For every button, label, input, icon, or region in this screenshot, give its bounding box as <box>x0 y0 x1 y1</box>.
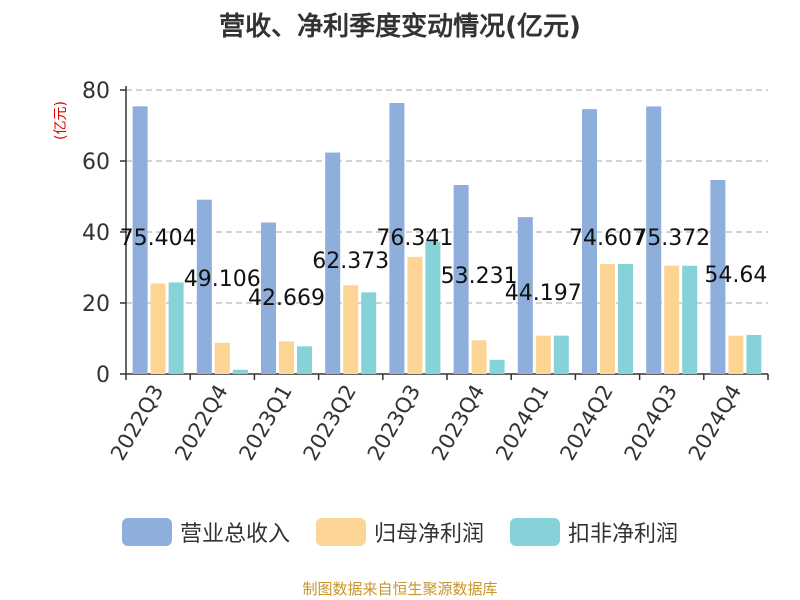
bar-revenue <box>196 199 212 374</box>
y-tick-label: 60 <box>82 150 110 175</box>
y-tick-label: 20 <box>82 292 110 317</box>
x-tick-label: 2023Q2 <box>299 381 361 465</box>
bar-net-profit <box>150 283 166 374</box>
bar-deducted-net-profit <box>168 282 184 374</box>
bar-revenue <box>389 102 405 375</box>
bar-net-profit <box>600 263 615 374</box>
data-label: 49.106 <box>184 267 261 292</box>
legend-swatch-net-profit <box>315 518 366 546</box>
bar-net-profit <box>214 342 230 374</box>
x-tick-label: 2022Q4 <box>170 381 232 465</box>
data-label: 76.341 <box>376 226 453 251</box>
bar-net-profit <box>664 265 680 374</box>
bar-deducted-net-profit <box>297 346 312 374</box>
bar-deducted-net-profit <box>746 334 762 374</box>
legend-label-net-profit: 归母净利润 <box>373 522 484 547</box>
bar-deducted-net-profit <box>425 241 441 374</box>
bar-deducted-net-profit <box>682 265 698 374</box>
legend: 营业总收入 归母净利润 扣非净利润 <box>0 516 800 548</box>
x-tick-label: 2023Q3 <box>363 381 425 465</box>
data-label: 53.231 <box>441 264 518 289</box>
bar-revenue <box>132 106 148 375</box>
data-label: 54.64 <box>704 263 767 288</box>
bar-net-profit <box>407 256 423 374</box>
data-label: 42.669 <box>248 286 325 311</box>
bar-deducted-net-profit <box>232 369 248 374</box>
bar-net-profit <box>471 340 487 374</box>
legend-item-deducted-net-profit[interactable]: 扣非净利润 <box>510 516 678 548</box>
x-tick-label: 2024Q2 <box>555 381 617 465</box>
x-tick-label: 2023Q4 <box>427 380 489 464</box>
bar-net-profit <box>279 341 294 374</box>
bar-revenue <box>261 222 276 374</box>
x-tick-label: 2024Q1 <box>491 381 553 465</box>
legend-label-revenue: 营业总收入 <box>179 522 290 547</box>
legend-label-deducted-net-profit: 扣非净利润 <box>568 522 679 547</box>
bar-deducted-net-profit <box>361 292 377 374</box>
bar-deducted-net-profit <box>618 263 633 374</box>
x-tick-label: 2023Q1 <box>234 381 296 465</box>
data-label: 74.607 <box>569 226 646 251</box>
data-source-note: 制图数据来自恒生聚源数据库 <box>302 580 498 598</box>
y-tick-label: 80 <box>82 79 110 104</box>
bar-deducted-net-profit <box>553 335 569 374</box>
legend-swatch-deducted-net-profit <box>510 518 560 546</box>
bar-revenue <box>646 106 662 375</box>
legend-item-net-profit[interactable]: 归母净利润 <box>315 516 484 548</box>
bar-revenue <box>710 180 726 374</box>
y-tick-label: 0 <box>96 363 110 388</box>
legend-swatch-revenue <box>121 518 172 546</box>
x-tick-label: 2024Q3 <box>620 381 682 465</box>
chart-title: 营收、净利季度变动情况(亿元) <box>219 12 581 42</box>
x-tick-label: 2024Q4 <box>684 381 746 465</box>
bar-revenue <box>582 109 597 375</box>
x-tick-label: 2022Q3 <box>106 381 168 465</box>
bar-revenue <box>517 217 533 374</box>
data-label: 44.197 <box>505 281 582 306</box>
data-label: 75.372 <box>633 226 710 251</box>
bar-net-profit <box>728 335 744 374</box>
data-label: 62.373 <box>312 249 389 274</box>
bar-net-profit <box>343 285 359 374</box>
bar-deducted-net-profit <box>489 359 505 374</box>
bar-revenue <box>453 185 469 374</box>
bar-net-profit <box>535 335 551 374</box>
data-label: 75.404 <box>120 226 197 251</box>
legend-item-revenue[interactable]: 营业总收入 <box>121 516 290 548</box>
bar-revenue <box>325 152 341 374</box>
y-tick-label: 40 <box>82 221 110 246</box>
